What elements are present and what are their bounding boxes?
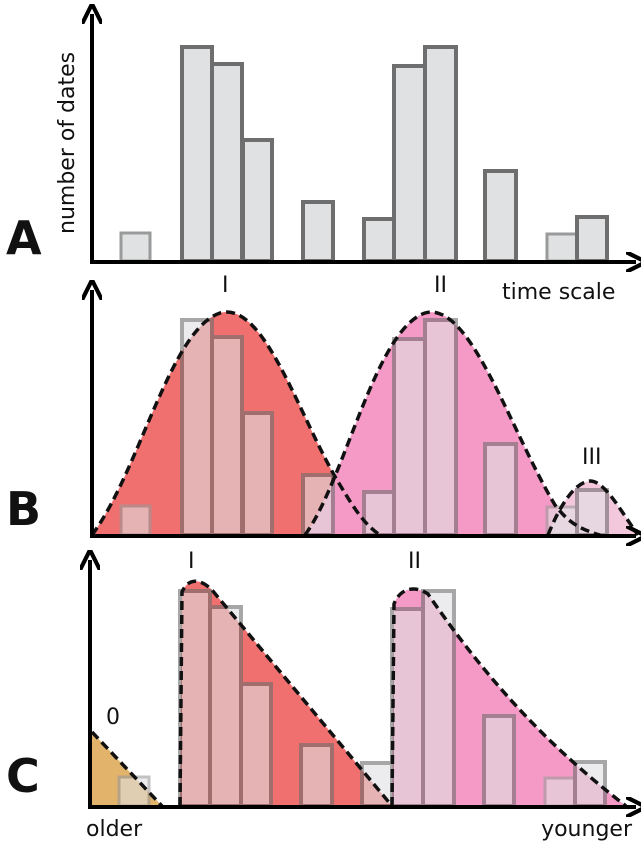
curve-outline-group-0 [90,730,164,808]
histogram-bar [543,776,577,808]
histogram-bar [360,761,394,808]
histogram-bar [483,169,518,263]
curve-outline-group-i [90,310,381,537]
histogram-bar [421,589,456,808]
peak-label-c-ii: II [408,549,421,574]
panel-c: 0 I II older younger C [6,549,636,841]
panel-letter-a: A [6,211,42,265]
histogram-bar [180,318,214,537]
curve-outline-group-iii [546,479,640,537]
histogram-bar [362,217,396,263]
panel-a-bars [119,45,609,263]
curve-outline-group-ii [390,587,628,808]
panel-letter-c: C [6,749,40,803]
histogram-bar [573,760,607,808]
histogram-bar [575,215,609,263]
x-axis-label: time scale [502,280,615,305]
histogram-bar [545,232,579,263]
peak-label-c-i: I [188,549,195,574]
histogram-bar [210,335,244,537]
histogram-bar [482,714,516,808]
histogram-bar [180,45,214,263]
peak-label-b-i: I [222,273,229,298]
histogram-bar [117,775,151,808]
histogram-bar [241,411,274,537]
peak-label-b-ii: II [434,273,447,298]
panel-b: I II III B [6,273,638,536]
histogram-bar [362,490,396,537]
histogram-bar [299,743,334,808]
histogram-bar [119,231,152,263]
histogram-bar [241,138,274,263]
histogram-bar [239,682,273,808]
curve-outline-group-i [178,579,394,808]
older-label: older [86,817,143,841]
histogram-bar [392,337,427,537]
histogram-bar [390,607,425,808]
panel-a: number of dates time scale A [6,14,636,305]
histogram-bar [392,64,427,263]
histogram-bar [423,318,458,537]
histogram-bar [423,45,458,263]
histogram-bar [208,605,243,808]
histogram-bar [210,62,244,263]
histogram-bar [483,442,518,537]
histogram-bar [301,473,335,537]
peak-label-c-0: 0 [106,705,120,730]
panel-letter-b: B [6,482,41,536]
peak-label-b-iii: III [582,445,601,470]
y-axis-label: number of dates [55,52,80,234]
younger-label: younger [541,817,633,841]
histogram-bar [119,504,152,537]
histogram-bar [178,589,212,808]
histogram-bar [301,200,335,263]
panel-c-bars [117,589,607,808]
